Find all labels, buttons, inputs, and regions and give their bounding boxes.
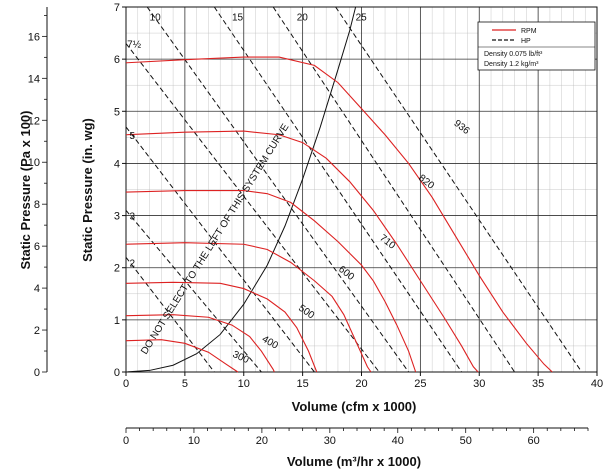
y-tick-label: 5 (114, 106, 120, 118)
hp-label-15: 15 (232, 12, 244, 23)
hp-label-5: 5 (130, 131, 136, 142)
rpm-curve-300 (125, 339, 239, 373)
legend-hp-label: HP (521, 38, 531, 45)
hp-curve-20 (272, 6, 515, 373)
y2-tick-label: 6 (34, 241, 40, 253)
hp-curve-7½ (125, 43, 380, 373)
y2-tick-label: 0 (34, 367, 40, 379)
y2-tick-label: 12 (28, 115, 40, 127)
hp-curves (125, 6, 583, 373)
rpm-label-820: 820 (416, 173, 436, 192)
x2-axis-title: Volume (m³/hr x 1000) (287, 454, 421, 469)
legend-density-metric: Density 1.2 kg/m³ (484, 61, 539, 68)
y2-axis-title: Static Pressure (Pa x 100) (18, 111, 33, 270)
hp-curve-10 (146, 6, 410, 373)
x-tick-label: 10 (238, 378, 250, 390)
y-tick-label: 7 (114, 2, 120, 14)
y-axis-title: Static Pressure (in. wg) (80, 118, 95, 262)
x-tick-label: 15 (297, 378, 309, 390)
y-tick-label: 0 (114, 367, 120, 379)
legend-rpm-label: RPM (521, 28, 537, 35)
x2-tick-label: 20 (256, 435, 268, 447)
hp-label-2: 2 (130, 259, 136, 270)
x-tick-label: 5 (182, 378, 188, 390)
rpm-curve-500 (125, 281, 318, 373)
system-curve-line (125, 6, 357, 373)
x-tick-label: 25 (414, 378, 426, 390)
hp-label-10: 10 (150, 12, 162, 23)
x2-tick-label: 60 (528, 435, 540, 447)
legend: RPM HP Density 0.075 lb/ft³ Density 1.2 … (477, 21, 596, 71)
y2-tick-label: 2 (34, 325, 40, 337)
y-tick-label: 1 (114, 315, 120, 327)
y2-tick-label: 8 (34, 199, 40, 211)
x2-tick-label: 30 (324, 435, 336, 447)
rpm-curves (125, 56, 553, 373)
hp-curve-15 (213, 6, 463, 373)
system-curve-note: DO NOT SELECT TO THE LEFT OF THIS SYSTEM… (139, 122, 291, 357)
rpm-label-400: 400 (260, 334, 280, 352)
hp-curve-25 (335, 6, 583, 373)
rpm-curve-600 (125, 242, 372, 373)
system-curve-layer (125, 6, 357, 373)
y-tick-label: 6 (114, 54, 120, 66)
hp-label-7½: 7½ (127, 40, 142, 51)
hp-curve-5 (125, 126, 315, 373)
x2-tick-label: 0 (123, 435, 129, 447)
hp-curve-3 (125, 210, 262, 373)
y2-tick-label: 10 (28, 157, 40, 169)
y-tick-label: 2 (114, 263, 120, 275)
hp-label-25: 25 (356, 12, 368, 23)
rpm-curve-936 (125, 56, 553, 373)
rpm-curve-710 (125, 189, 417, 373)
x-tick-label: 30 (473, 378, 485, 390)
rpm-label-710: 710 (377, 233, 397, 252)
x-axis-title: Volume (cfm x 1000) (292, 399, 417, 414)
hp-label-3: 3 (130, 212, 136, 223)
x-tick-label: 40 (591, 378, 603, 390)
rpm-label-500: 500 (296, 303, 316, 322)
rpm-label-936: 936 (451, 118, 471, 137)
x-tick-label: 0 (123, 378, 129, 390)
x2-tick-label: 40 (392, 435, 404, 447)
rpm-label-300: 300 (231, 349, 251, 366)
rpm-curve-820 (125, 130, 479, 373)
x-tick-label: 35 (532, 378, 544, 390)
y2-tick-label: 14 (28, 73, 40, 85)
y2-tick-label: 4 (34, 283, 40, 295)
x2-tick-label: 10 (188, 435, 200, 447)
y2-tick-label: 16 (28, 31, 40, 43)
hp-label-20: 20 (297, 12, 309, 23)
y-tick-label: 4 (114, 158, 120, 170)
rpm-curve-400 (125, 314, 275, 373)
legend-density-imperial: Density 0.075 lb/ft³ (484, 51, 543, 58)
y-tick-label: 3 (114, 211, 120, 223)
x-tick-label: 20 (355, 378, 367, 390)
rpm-label-600: 600 (336, 264, 356, 283)
x2-tick-label: 50 (460, 435, 472, 447)
